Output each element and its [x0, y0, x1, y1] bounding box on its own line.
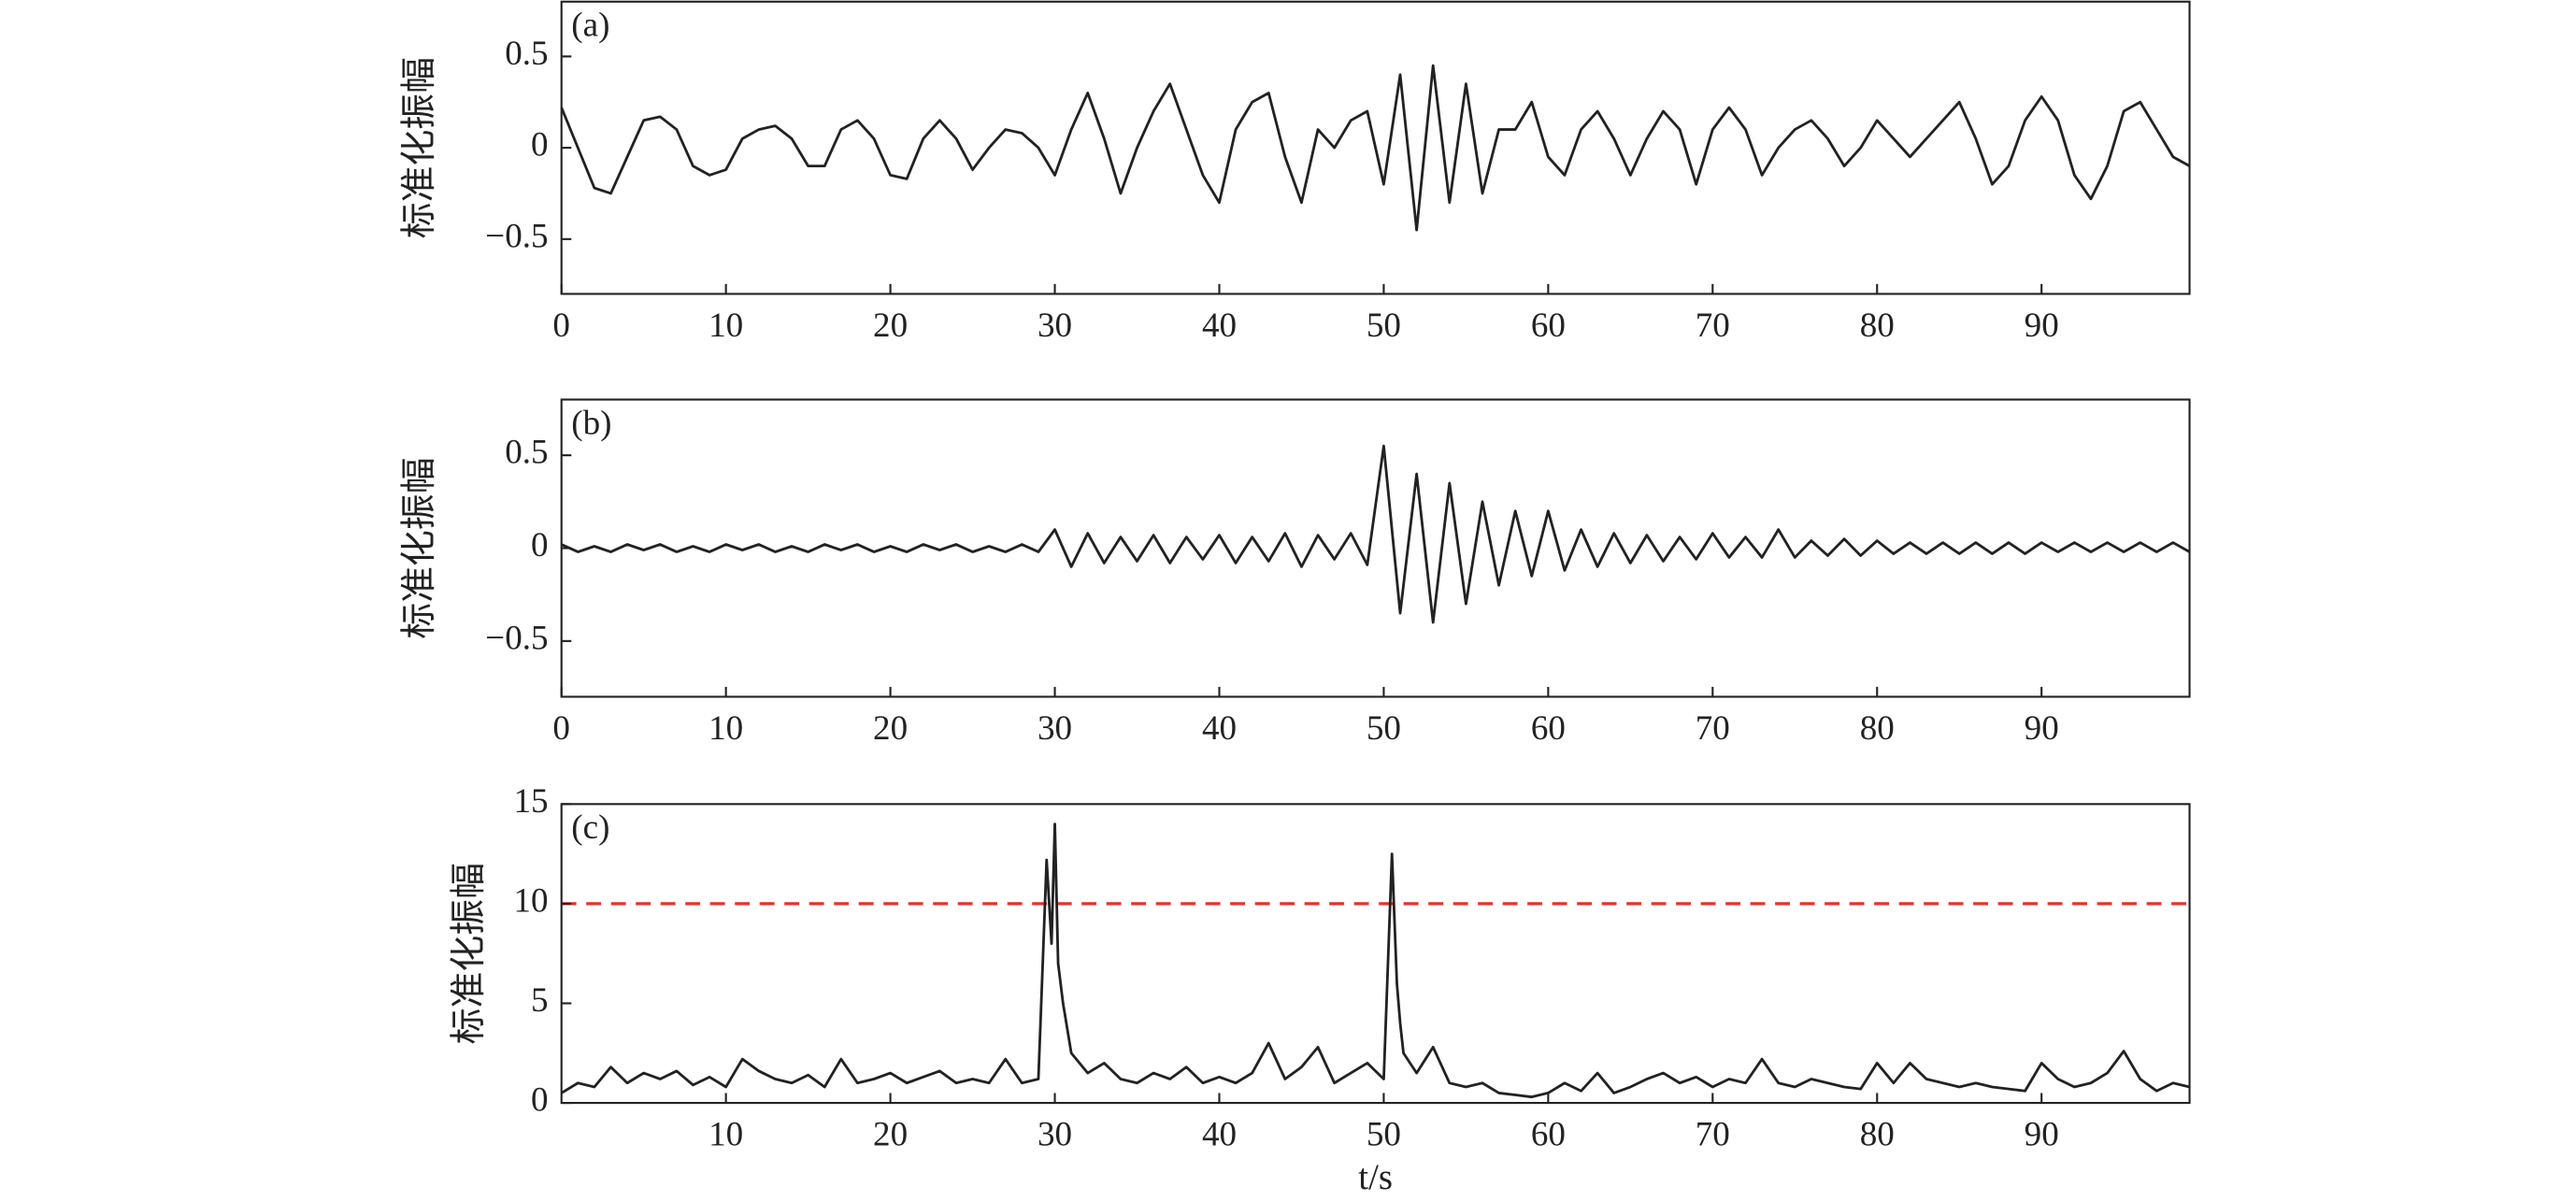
- y-tick-label: −0.5: [485, 217, 548, 255]
- plot-frame: [560, 803, 2191, 1105]
- x-tick-label: 40: [1202, 709, 1237, 748]
- x-tick-label: 80: [1860, 307, 1895, 345]
- x-tick-label: 70: [1696, 1116, 1730, 1154]
- x-tick-label: 60: [1531, 709, 1566, 748]
- x-tick-label: 20: [873, 307, 908, 345]
- x-tick-label: 10: [708, 1116, 743, 1154]
- panel-label: (b): [571, 404, 611, 442]
- x-tick-label: 20: [873, 709, 908, 748]
- x-tick-label: 70: [1696, 307, 1730, 345]
- x-tick-label: 90: [2025, 709, 2059, 748]
- y-tick-label: 0: [531, 126, 549, 164]
- y-tick-label: 0.5: [505, 434, 548, 472]
- x-tick-label: 80: [1860, 1116, 1895, 1154]
- y-tick-label: 0: [531, 1081, 549, 1120]
- x-tick-label: 90: [2025, 307, 2059, 345]
- x-tick-label: 0: [552, 709, 570, 748]
- x-axis-label: t/s: [1358, 1157, 1393, 1197]
- y-tick-label: 15: [514, 782, 549, 821]
- panel-label: (a): [571, 7, 609, 45]
- x-tick-label: 40: [1202, 1116, 1237, 1154]
- x-tick-label: 50: [1367, 709, 1401, 748]
- x-tick-label: 0: [552, 307, 570, 345]
- x-tick-label: 60: [1531, 307, 1566, 345]
- x-tick-label: 10: [708, 709, 743, 748]
- x-tick-label: 30: [1038, 307, 1072, 345]
- plot-frame: [560, 398, 2191, 698]
- y-tick-label: 5: [531, 981, 549, 1020]
- data-line: [560, 822, 2190, 1099]
- y-axis-label: 标准化振幅: [449, 863, 489, 1044]
- panel-label: (c): [571, 808, 609, 847]
- data-line: [560, 64, 2191, 232]
- y-tick-label: 0.5: [505, 35, 548, 73]
- y-axis-label: 标准化振幅: [399, 57, 439, 238]
- x-tick-label: 10: [708, 307, 743, 345]
- x-tick-label: 30: [1038, 1116, 1072, 1154]
- x-tick-label: 60: [1531, 1116, 1566, 1154]
- x-tick-label: 80: [1860, 709, 1895, 748]
- x-tick-label: 50: [1367, 307, 1401, 345]
- x-tick-label: 50: [1367, 1116, 1401, 1154]
- y-tick-label: 10: [514, 881, 549, 920]
- y-tick-label: 0: [531, 526, 549, 565]
- data-line: [561, 444, 2191, 624]
- x-tick-label: 90: [2025, 1116, 2059, 1154]
- x-tick-label: 70: [1696, 709, 1730, 748]
- x-tick-label: 40: [1202, 307, 1237, 345]
- x-tick-label: 30: [1038, 709, 1072, 748]
- y-tick-label: −0.5: [485, 619, 548, 657]
- y-axis-label: 标准化振幅: [399, 457, 439, 638]
- x-tick-label: 20: [873, 1116, 908, 1154]
